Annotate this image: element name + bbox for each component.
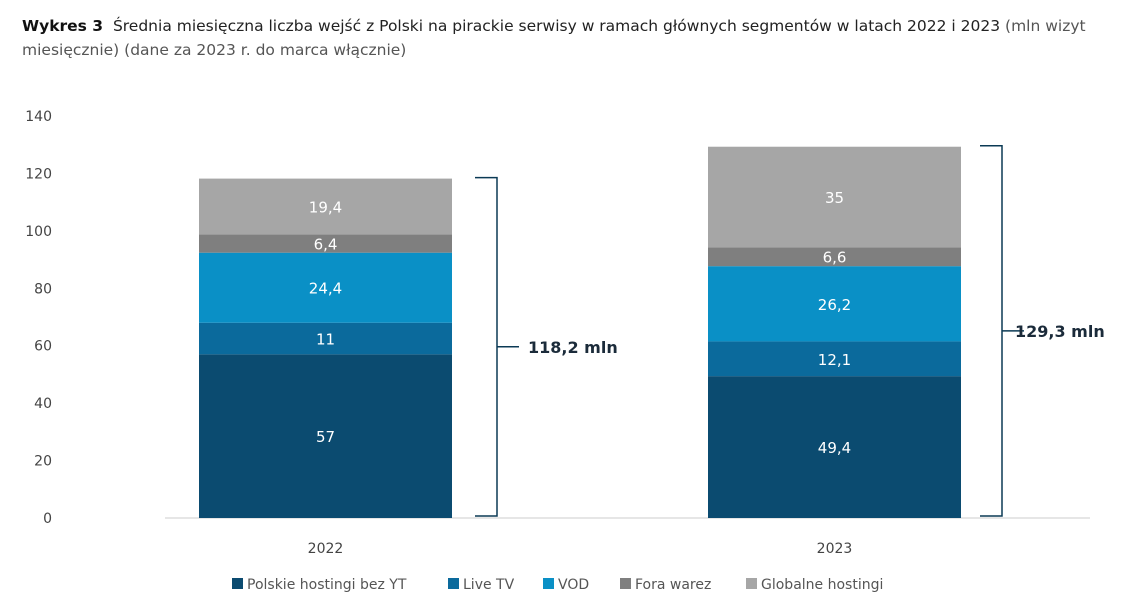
bar-segment (199, 252, 452, 323)
figure-number: Wykres 3 (22, 17, 104, 35)
data-label: 26,2 (818, 296, 851, 314)
data-label: 6,4 (314, 235, 338, 253)
legend-swatch (543, 578, 554, 589)
subtitle: (mln wizyt miesięcznie) (dane za 2023 r.… (22, 17, 1086, 59)
bar-segment (708, 266, 961, 342)
bar-segment (708, 146, 961, 248)
legend-swatch (620, 578, 631, 589)
y-tick-label: 0 (43, 511, 52, 527)
x-tick-label: 2023 (817, 541, 853, 557)
legend-swatch (448, 578, 459, 589)
data-label: 35 (825, 189, 844, 207)
bar-segment (199, 354, 452, 518)
legend-swatch (746, 578, 757, 589)
total-bracket (980, 144, 1024, 517)
y-tick-label: 20 (34, 454, 52, 470)
legend-swatch (232, 578, 243, 589)
total-label: 118,2 mln (528, 338, 618, 357)
bar-segment (199, 178, 452, 235)
legend-label: Live TV (463, 577, 515, 593)
chart-title: Wykres 3 Średnia miesięczna liczba wejść… (22, 14, 1122, 62)
data-label: 49,4 (818, 439, 851, 457)
y-tick-label: 40 (34, 396, 52, 412)
y-tick-label: 120 (25, 166, 52, 182)
data-label: 24,4 (309, 280, 342, 298)
legend-label: Globalne hostingi (761, 577, 883, 593)
bar-segment (199, 322, 452, 355)
bar-segment (708, 341, 961, 377)
y-tick-label: 80 (34, 281, 52, 297)
data-label: 6,6 (823, 249, 847, 267)
data-label: 11 (316, 331, 335, 349)
legend-label: Fora warez (635, 577, 711, 593)
x-tick-label: 2022 (308, 541, 344, 557)
y-tick-label: 100 (25, 224, 52, 240)
total-bracket (475, 176, 519, 517)
y-tick-label: 140 (25, 109, 52, 125)
total-label: 129,3 mln (1015, 322, 1105, 341)
data-label: 19,4 (309, 198, 342, 216)
data-label: 12,1 (818, 351, 851, 369)
legend-label: VOD (558, 577, 589, 593)
bar-segment (708, 376, 961, 518)
bar-segment (199, 234, 452, 253)
legend-label: Polskie hostingi bez YT (247, 577, 407, 593)
title-text: Średnia miesięczna liczba wejść z Polski… (112, 17, 1001, 35)
data-label: 57 (316, 428, 335, 446)
y-tick-label: 60 (34, 339, 52, 355)
bar-segment (708, 247, 961, 267)
